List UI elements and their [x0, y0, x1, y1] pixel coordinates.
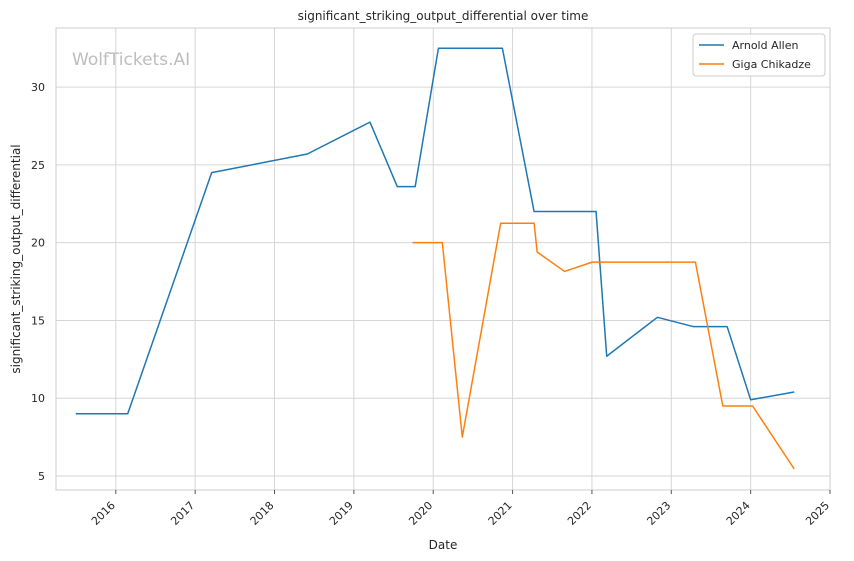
- x-tick-label: 2024: [724, 499, 753, 528]
- y-axis-label: significant_striking_output_differential: [9, 144, 23, 373]
- y-axis-ticks: 5 10 15 20 25 30: [31, 81, 45, 483]
- x-tick-label: 2025: [803, 499, 832, 528]
- x-axis-label: Date: [429, 538, 458, 552]
- watermark: WolfTickets.AI: [72, 50, 190, 70]
- y-tick-label: 15: [31, 314, 45, 327]
- series-lines: [75, 47, 795, 470]
- x-tick-label: 2022: [565, 499, 594, 528]
- x-tick-label: 2023: [644, 499, 673, 528]
- y-tick-label: 30: [31, 81, 45, 94]
- y-tick-label: 5: [38, 470, 45, 483]
- chart-title: significant_striking_output_differential…: [298, 9, 589, 23]
- y-tick-label: 25: [31, 159, 45, 172]
- series-line-2: [412, 222, 795, 470]
- series-line-1: [75, 47, 795, 415]
- x-tick-label: 2021: [486, 499, 515, 528]
- x-axis-ticks: 2016 2017 2018 2019 2020 2021 2022 2023 2024 2025: [89, 490, 832, 528]
- grid: [56, 28, 831, 490]
- plot-frame: [55, 27, 831, 491]
- legend: Arnold Allen Giga Chikadze: [692, 33, 826, 77]
- legend-box: [692, 33, 826, 77]
- legend-label-2: Giga Chikadze: [732, 58, 811, 71]
- y-tick-label: 20: [31, 237, 45, 250]
- x-tick-label: 2016: [89, 499, 118, 528]
- x-tick-label: 2018: [248, 499, 277, 528]
- x-tick-label: 2019: [327, 499, 356, 528]
- x-tick-label: 2017: [168, 499, 197, 528]
- x-tick-label: 2020: [406, 499, 435, 528]
- legend-label-1: Arnold Allen: [732, 39, 798, 52]
- y-tick-label: 10: [31, 392, 45, 405]
